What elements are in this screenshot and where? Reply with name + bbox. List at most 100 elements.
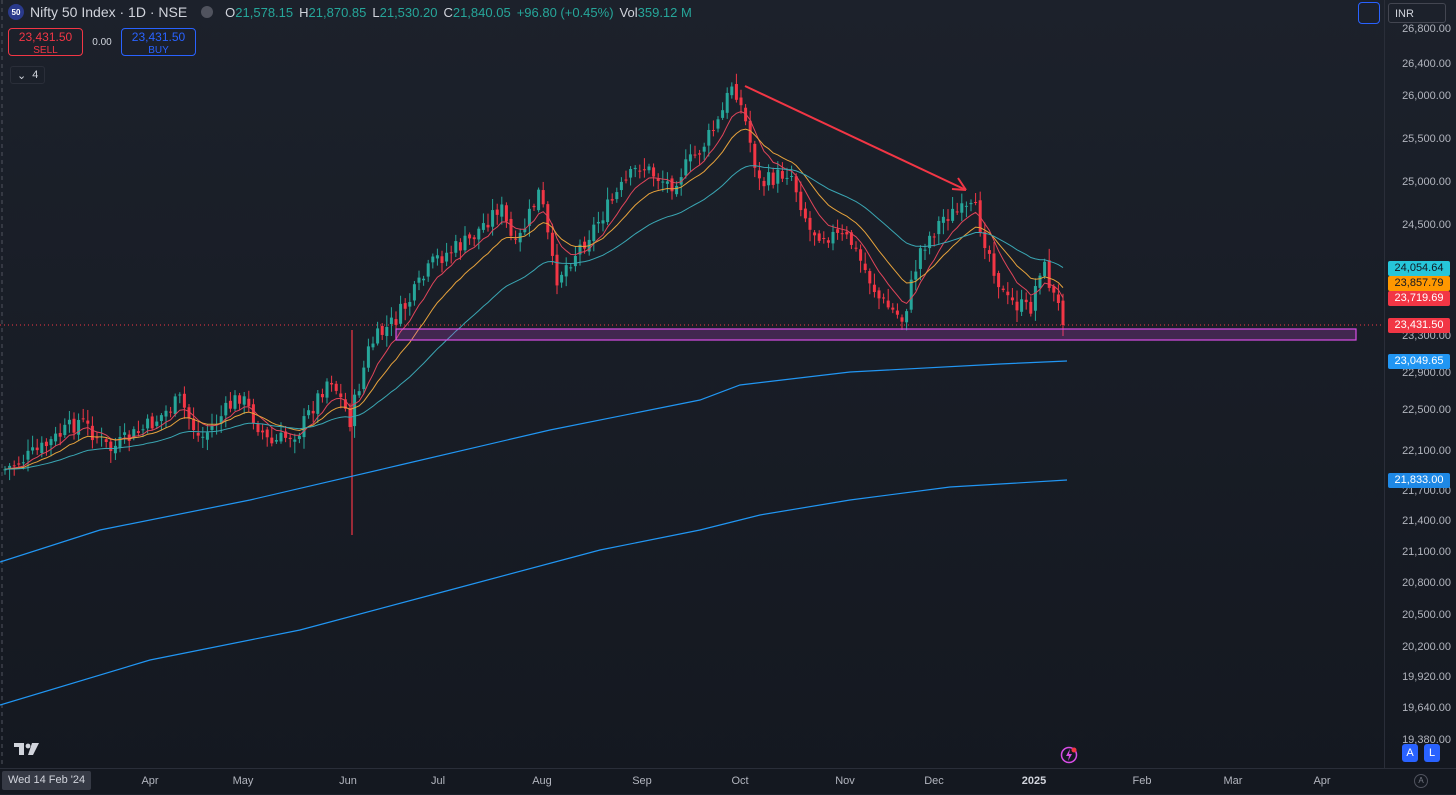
price-tick-label: 22,100.00 bbox=[1402, 445, 1451, 457]
candle-body bbox=[504, 205, 508, 222]
candle-body bbox=[187, 407, 191, 419]
candle-body bbox=[583, 241, 587, 249]
candle-body bbox=[642, 169, 646, 171]
ohlc-item: H21,870.85 bbox=[299, 5, 366, 20]
candle-body bbox=[228, 400, 232, 409]
candle-body bbox=[1010, 297, 1014, 301]
candle-body bbox=[716, 119, 720, 129]
candle-body bbox=[675, 185, 679, 195]
candle-body bbox=[256, 423, 260, 433]
price-tag-label: 23,857.79 bbox=[1388, 276, 1450, 291]
candle-body bbox=[849, 232, 853, 245]
candle-body bbox=[794, 176, 798, 193]
candle-body bbox=[1043, 261, 1047, 277]
price-tick-label: 23,300.00 bbox=[1402, 330, 1451, 342]
candle-body bbox=[81, 418, 85, 420]
candle-body bbox=[44, 441, 48, 447]
auto-fit-icon[interactable]: A bbox=[1414, 774, 1428, 788]
candle-body bbox=[877, 290, 881, 299]
symbol-title[interactable]: Nifty 50 Index · 1D · NSE bbox=[30, 4, 188, 20]
candle-body bbox=[532, 205, 536, 208]
price-tag-label: 23,049.65 bbox=[1388, 354, 1450, 369]
candle-body bbox=[192, 418, 196, 431]
ohlc-item: +96.80 (+0.45%) bbox=[517, 5, 614, 20]
candle-body bbox=[665, 181, 669, 184]
candle-body bbox=[334, 383, 338, 391]
settings-corner-button[interactable] bbox=[1358, 2, 1380, 24]
candle-body bbox=[918, 248, 922, 269]
log-scale-button[interactable]: L bbox=[1424, 744, 1440, 762]
candle-body bbox=[546, 204, 550, 233]
candle-body bbox=[730, 86, 734, 96]
candle-body bbox=[247, 398, 251, 407]
candle-body bbox=[463, 235, 467, 251]
candle-body bbox=[284, 431, 288, 438]
candle-body bbox=[895, 310, 899, 315]
candle-body bbox=[274, 440, 278, 442]
ohlc-key: Vol bbox=[619, 4, 638, 20]
month-label: Apr bbox=[141, 775, 159, 787]
price-tick-label: 20,500.00 bbox=[1402, 609, 1451, 621]
auto-scale-button[interactable]: A bbox=[1402, 744, 1418, 762]
candle-body bbox=[1047, 260, 1051, 288]
sell-button[interactable]: 23,431.50 SELL bbox=[8, 28, 83, 56]
candle-body bbox=[905, 311, 909, 323]
price-tick-label: 21,700.00 bbox=[1402, 485, 1451, 497]
candle-body bbox=[785, 177, 789, 179]
time-scale[interactable] bbox=[0, 768, 1456, 795]
candle-body bbox=[813, 232, 817, 236]
price-tag-label: 23,431.50 bbox=[1388, 318, 1450, 333]
candle-body bbox=[178, 394, 182, 396]
candle-body bbox=[339, 393, 343, 398]
symbol-header: 50 Nifty 50 Index · 1D · NSE O21,578.15 H… bbox=[8, 4, 692, 20]
price-tick-label: 26,800.00 bbox=[1402, 23, 1451, 35]
month-label: Dec bbox=[924, 775, 944, 787]
candle-body bbox=[803, 208, 807, 219]
candle-body bbox=[638, 170, 642, 172]
price-chart[interactable] bbox=[0, 0, 1384, 768]
candle-body bbox=[606, 199, 610, 223]
chart-area[interactable] bbox=[0, 0, 1384, 768]
candle-body bbox=[495, 209, 499, 215]
tradingview-logo-icon[interactable] bbox=[12, 740, 42, 758]
candle-body bbox=[652, 167, 656, 177]
candle-body bbox=[486, 224, 490, 228]
candle-body bbox=[316, 393, 320, 414]
sell-label: SELL bbox=[33, 45, 58, 56]
candle-body bbox=[974, 201, 978, 204]
candle-body bbox=[596, 221, 600, 224]
candle-body bbox=[960, 203, 964, 213]
candle-body bbox=[233, 395, 237, 409]
candle-body bbox=[72, 418, 76, 433]
candle-body bbox=[661, 181, 665, 183]
buy-label: BUY bbox=[148, 45, 169, 56]
candle-body bbox=[150, 416, 154, 429]
candle-body bbox=[941, 216, 945, 223]
candle-body bbox=[679, 177, 683, 185]
candle-body bbox=[928, 235, 932, 249]
price-tick-label: 24,500.00 bbox=[1402, 219, 1451, 231]
buy-button[interactable]: 23,431.50 BUY bbox=[121, 28, 196, 56]
candle-body bbox=[35, 447, 39, 451]
candle-body bbox=[449, 252, 453, 254]
ohlc-values: O21,578.15 H21,870.85 L21,530.20 C21,840.05… bbox=[225, 5, 692, 20]
currency-selector[interactable]: INR bbox=[1388, 3, 1446, 23]
candle-body bbox=[224, 402, 228, 416]
candle-body bbox=[141, 429, 145, 431]
price-tick-label: 19,380.00 bbox=[1402, 734, 1451, 746]
price-tick-label: 22,900.00 bbox=[1402, 367, 1451, 379]
month-label: Apr bbox=[1313, 775, 1331, 787]
candle-body bbox=[776, 169, 780, 184]
price-scale[interactable]: 26,800.00 26,400.00 26,000.00 25,500.00 25,0… bbox=[1384, 0, 1456, 768]
lightning-alert-icon[interactable] bbox=[1060, 746, 1078, 764]
candle-body bbox=[739, 97, 743, 106]
candle-body bbox=[169, 411, 173, 413]
candle-body bbox=[955, 211, 959, 213]
candle-body bbox=[872, 284, 876, 293]
candle-body bbox=[1020, 299, 1024, 312]
candle-body bbox=[371, 343, 375, 348]
candle-body bbox=[1015, 301, 1019, 311]
candle-body bbox=[633, 167, 637, 170]
indicators-toggle[interactable]: ⌄ 4 bbox=[10, 66, 46, 84]
candle-body bbox=[132, 429, 136, 439]
